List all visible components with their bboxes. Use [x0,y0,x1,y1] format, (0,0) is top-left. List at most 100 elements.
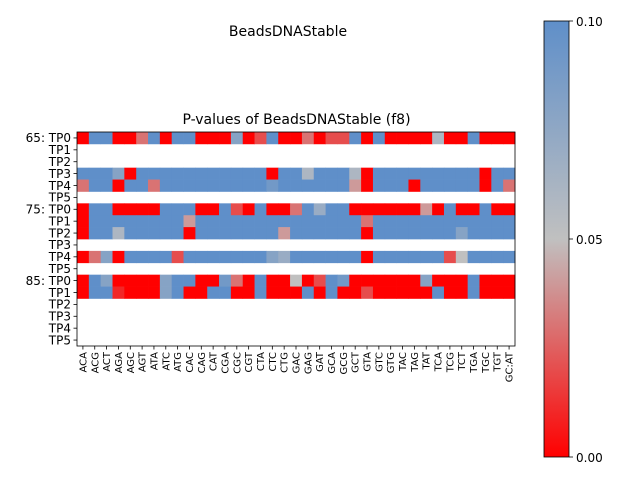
heatmap-cell [242,167,255,180]
heatmap-cell [77,227,90,240]
heatmap-cell [384,215,397,228]
heatmap-cell [384,179,397,192]
heatmap-cell [100,215,113,228]
heatmap-cell [136,250,149,264]
heatmap-cell [207,227,220,240]
heatmap-cell [301,179,315,192]
figure-suptitle: BeadsDNAStable [229,24,347,40]
heatmap-cell [278,227,291,240]
heatmap-cell [230,286,244,299]
heatmap-cell [301,250,315,264]
heatmap-cell [432,250,445,264]
heatmap-cell [148,215,161,228]
heatmap-cell [455,167,468,180]
heatmap-cell [384,203,397,216]
heatmap-cell [372,215,386,228]
heatmap-cell [207,167,220,180]
heatmap-cell [100,227,113,240]
heatmap-cell [443,167,457,180]
heatmap-cell [195,250,208,264]
heatmap-cell [242,274,255,287]
heatmap-cell [361,286,374,299]
heatmap-cell [266,132,279,145]
heatmap-cell [503,215,516,228]
heatmap-cell [325,274,338,287]
heatmap-cell [443,286,457,299]
colorbar-tick-label: 0.10 [576,15,603,29]
y-tick-label: TP2 [48,226,71,240]
heatmap-cell [230,250,244,264]
heatmap-cell [420,250,433,264]
heatmap-cell [337,250,350,264]
heatmap-cell [100,286,113,299]
heatmap-cell [384,167,397,180]
heatmap-cell [503,179,516,192]
heatmap-cell [455,215,468,228]
x-tick-label: GCG [339,352,350,374]
heatmap-cell [112,250,125,264]
x-tick-label: GC:AT [505,351,516,382]
heatmap-cell [183,179,196,192]
heatmap-cell [148,179,161,192]
heatmap-cell [313,250,326,264]
heatmap-cell [479,132,492,145]
x-tick-label: CAC [185,352,196,373]
heatmap-cell [266,250,279,264]
heatmap-cell [136,179,149,192]
heatmap-cell [136,132,149,145]
heatmap-cell [325,132,338,145]
x-tick-label: CGT [244,351,255,372]
heatmap-cell [361,179,374,192]
heatmap-cell [254,227,267,240]
heatmap-cell [148,203,161,216]
heatmap-cell [420,286,433,299]
heatmap-cell [325,203,338,216]
heatmap-cell [313,203,326,216]
y-tick-label: 75: TP0 [26,203,71,217]
heatmap-cell [254,215,267,228]
heatmap-cell [503,250,516,264]
heatmap-cell [301,132,315,145]
heatmap-cell [455,227,468,240]
heatmap-cell [136,286,149,299]
heatmap-cell [432,203,445,216]
x-tick-label: TAC [398,352,409,372]
heatmap-cell [337,227,350,240]
heatmap-cell [361,274,374,287]
heatmap-cell [503,132,516,145]
heatmap-cell [242,286,255,299]
heatmap-cell [219,250,232,264]
heatmap-cell [207,179,220,192]
heatmap-cell [420,179,433,192]
x-tick-label: GTG [386,352,397,373]
colorbar-gradient [543,20,570,458]
heatmap-cell [467,132,480,145]
heatmap-cell [479,250,492,264]
heatmap-cell [112,167,125,180]
heatmap-cell [325,286,338,299]
y-tick-label: TP4 [48,179,71,193]
heatmap-cell [432,132,445,145]
heatmap-cell [100,167,113,180]
x-tick-label: AGC [126,352,137,373]
heatmap-cell [112,286,125,299]
heatmap-cell [455,203,468,216]
heatmap-cell [278,215,291,228]
heatmap-cell [136,203,149,216]
heatmap-cell [183,215,196,228]
heatmap-cell [313,215,326,228]
heatmap-cell [230,227,244,240]
heatmap-cell [77,132,90,145]
heatmap-cell [124,227,137,240]
heatmap-cell [278,274,291,287]
heatmap-cell [100,179,113,192]
y-tick-label: TP5 [48,191,71,205]
heatmap-cell [242,179,255,192]
heatmap-cell [207,274,220,287]
heatmap-cell [443,179,457,192]
heatmap-cell [148,274,161,287]
heatmap-cell [408,167,421,180]
heatmap-cell [266,203,279,216]
heatmap-cell [219,167,232,180]
y-tick-label: TP1 [48,286,71,300]
